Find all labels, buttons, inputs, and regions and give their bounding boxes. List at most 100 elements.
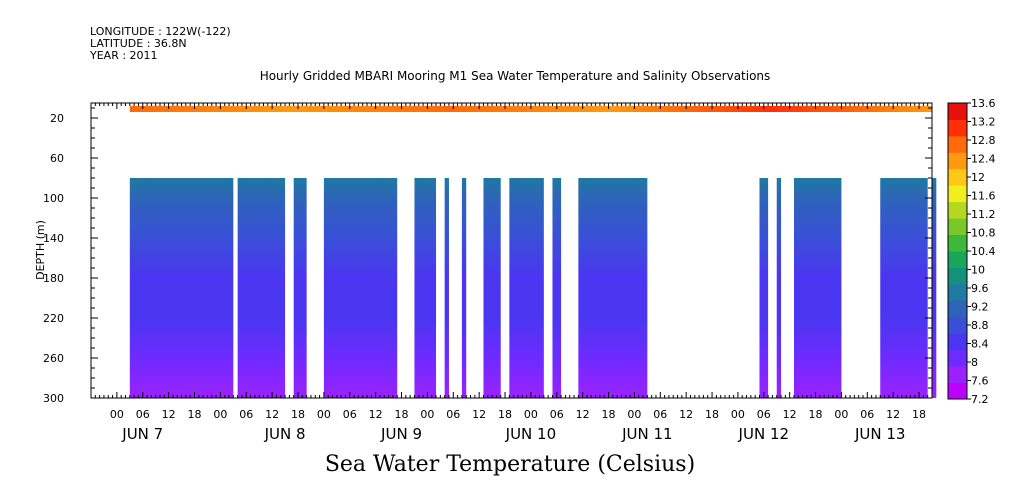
x-hour-label: 06 (653, 408, 667, 421)
colorbar-label: 13.2 (971, 116, 996, 129)
colorbar-swatch (948, 300, 967, 318)
x-hour-label: 06 (239, 408, 253, 421)
colorbar-swatch (948, 218, 967, 236)
colorbar-swatch (948, 103, 967, 120)
chart-title: Hourly Gridded MBARI Mooring M1 Sea Wate… (259, 69, 771, 83)
y-tick-label: 60 (50, 152, 64, 165)
x-hour-label: 18 (291, 408, 305, 421)
colorbar-swatch (948, 349, 967, 367)
x-hour-label: 12 (162, 408, 176, 421)
x-hour-label: 06 (446, 408, 460, 421)
colorbar-swatch (948, 267, 967, 285)
x-hour-label: 12 (576, 408, 590, 421)
longitude-label: LONGITUDE : 122W(-122) (90, 25, 231, 38)
y-axis-label: DEPTH (m) (34, 220, 47, 280)
x-hour-label: 00 (317, 408, 331, 421)
colorbar-swatch (948, 119, 967, 137)
colorbar-swatch (948, 333, 967, 351)
x-day-label: JUN 9 (380, 425, 422, 443)
colorbar-label: 12 (971, 171, 985, 184)
colorbar-label: 8 (971, 356, 978, 369)
colorbar-label: 10 (971, 264, 985, 277)
deep-data-segment (552, 178, 562, 398)
x-axis: 00 06 12 18 00 06 12 18 00 06 12 18 00 06 12 18 00 06 12 18… (90, 103, 933, 443)
x-hour-label: 00 (110, 408, 124, 421)
x-hour-label: 18 (809, 408, 823, 421)
colorbar-swatch (948, 366, 967, 384)
deep-data-segment (578, 178, 648, 398)
colorbar-swatch (948, 152, 967, 170)
x-hour-label: 18 (602, 408, 616, 421)
deep-data-segment (483, 178, 501, 398)
deep-data-segment (323, 178, 398, 398)
colorbar-label: 7.2 (971, 393, 989, 406)
deep-data-segment (293, 178, 307, 398)
colorbar-label: 13.6 (971, 97, 996, 110)
x-day-label: JUN 8 (264, 425, 306, 443)
colorbar-label: 11.2 (971, 208, 996, 221)
colorbar-swatch (948, 201, 967, 219)
x-hour-label: 12 (472, 408, 486, 421)
y-tick-label: 220 (43, 312, 64, 325)
x-day-label: JUN 11 (621, 425, 672, 443)
x-hour-label: 06 (136, 408, 150, 421)
colorbar-label: 12.8 (971, 134, 996, 147)
y-axis: 20 60 100 140 180 220 260 300 (43, 107, 932, 405)
plot-frame (90, 102, 933, 399)
colorbar-label: 12.4 (971, 153, 996, 166)
x-day-label: JUN 12 (738, 425, 789, 443)
y-tick-label: 140 (43, 232, 64, 245)
deep-data-segment (759, 178, 769, 398)
colorbar-label: 11.6 (971, 190, 996, 203)
colorbar-swatch (948, 382, 967, 400)
year-label: YEAR : 2011 (90, 49, 158, 62)
x-hour-label: 12 (886, 408, 900, 421)
y-tick-label: 260 (43, 352, 64, 365)
x-hour-label: 00 (834, 408, 848, 421)
deep-data-segment (776, 178, 782, 398)
data-layers (129, 106, 937, 398)
deep-data-segment (880, 178, 928, 398)
x-hour-label: 18 (188, 408, 202, 421)
deep-data-segment (461, 178, 467, 398)
latitude-label: LATITUDE : 36.8N (90, 37, 187, 50)
deep-data-segment (414, 178, 437, 398)
x-hour-label: 12 (265, 408, 279, 421)
colorbar-label: 9.2 (971, 301, 989, 314)
x-hour-label: 18 (395, 408, 409, 421)
deep-data-segment (932, 178, 937, 398)
x-hour-label: 18 (498, 408, 512, 421)
colorbar-swatch (948, 185, 967, 203)
x-hour-label: 18 (705, 408, 719, 421)
colorbar-swatch (948, 168, 967, 186)
deep-data-segment (129, 178, 234, 398)
y-tick-label: 100 (43, 192, 64, 205)
deep-data-segment (444, 178, 449, 398)
colorbar-swatch (948, 135, 967, 153)
x-day-label: JUN 7 (121, 425, 163, 443)
y-tick-label: 300 (43, 392, 64, 405)
x-hour-label: 12 (679, 408, 693, 421)
x-day-label: JUN 13 (854, 425, 905, 443)
x-hour-label: 00 (627, 408, 641, 421)
colorbar: 7.2 7.6 8 8.4 8.8 9.2 9.6 10 10.4 10.8 11.2 11.6 12 1… (947, 97, 996, 406)
x-hour-label: 06 (343, 408, 357, 421)
colorbar-label: 10.4 (971, 245, 996, 258)
x-hour-label: 06 (860, 408, 874, 421)
colorbar-label: 9.6 (971, 282, 989, 295)
y-tick-label: 180 (43, 272, 64, 285)
deep-data-segment (793, 178, 842, 398)
colorbar-label: 7.6 (971, 375, 989, 388)
x-hour-label: 18 (912, 408, 926, 421)
x-hour-label: 00 (731, 408, 745, 421)
colorbar-swatch (948, 234, 967, 252)
colorbar-label: 10.8 (971, 227, 996, 240)
x-hour-label: 12 (783, 408, 797, 421)
colorbar-label: 8.8 (971, 319, 989, 332)
x-day-label: JUN 10 (505, 425, 556, 443)
x-hour-label: 00 (524, 408, 538, 421)
deep-data-segment (237, 178, 286, 398)
x-hour-label: 06 (757, 408, 771, 421)
colorbar-label: 8.4 (971, 338, 989, 351)
